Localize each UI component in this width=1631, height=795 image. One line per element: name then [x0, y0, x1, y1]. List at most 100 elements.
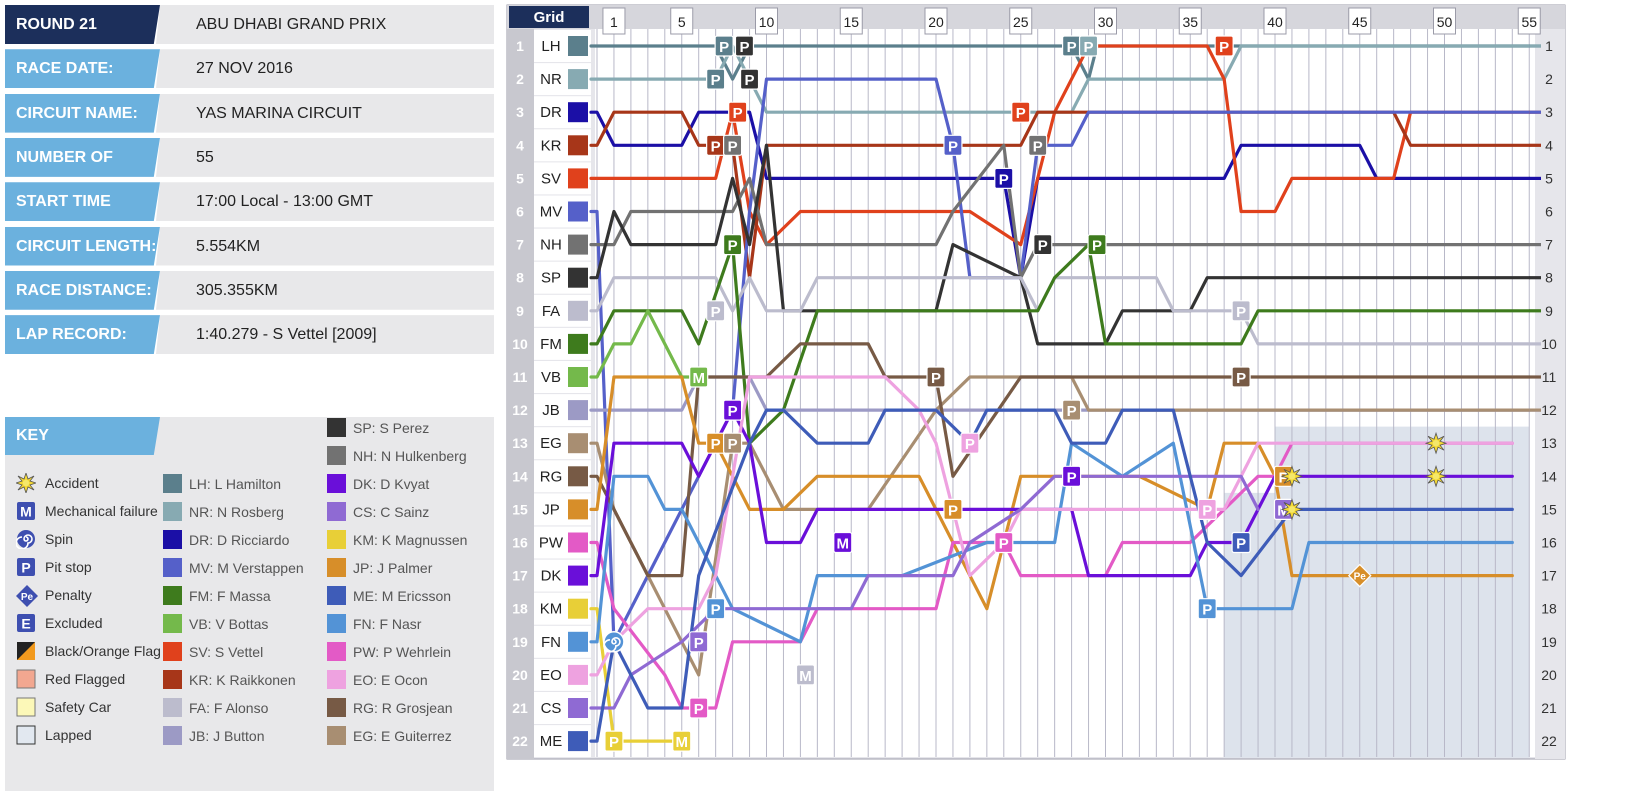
grid-driver-code: ME — [540, 733, 563, 750]
grid-header — [509, 6, 589, 28]
grid-position-label: 11 — [513, 369, 528, 385]
series-line-km — [589, 607, 684, 743]
pit-stop-icon — [1231, 366, 1251, 388]
pit-stop-marker: P — [1214, 35, 1234, 57]
info-row: YAS MARINA CIRCUIT CIRCUIT NAME: — [5, 93, 494, 133]
driver-swatch — [327, 726, 346, 745]
series-line-sv — [589, 44, 1531, 247]
driver-key-label: SV: S Vettel — [189, 644, 264, 660]
driver-swatch — [163, 502, 182, 521]
lap-tick-label: 30 — [1098, 14, 1114, 30]
marker-glyph: P — [733, 105, 743, 122]
grid-driver-code: FA — [542, 303, 560, 320]
driver-swatch — [327, 446, 346, 465]
info-label: CIRCUIT LENGTH: — [5, 226, 160, 266]
key-label: Pit stop — [45, 559, 92, 575]
mechanical-failure-icon — [672, 730, 692, 752]
lap-tick-label: 35 — [1182, 14, 1198, 30]
key-label: Spin — [45, 531, 74, 547]
pit-stop-marker: P — [714, 35, 734, 57]
info-value: 17:00 Local - 13:00 GMT — [156, 182, 494, 222]
grid-position-label: 10 — [512, 336, 528, 352]
marker-glyph: P — [711, 138, 721, 155]
driver-key-label: FM: F Massa — [189, 588, 271, 604]
grid-position-label: 2 — [516, 71, 524, 87]
lap-tick-box — [670, 7, 694, 35]
excluded-icon: E — [16, 613, 36, 633]
svg-text:E: E — [21, 616, 30, 632]
pit-stop-icon — [739, 68, 760, 90]
svg-text:M: M — [20, 504, 32, 520]
lap-tick: 20 — [924, 7, 948, 35]
final-position-label: 2 — [1545, 71, 1553, 87]
mechanical-failure-icon — [795, 664, 816, 686]
driver-swatch — [327, 586, 346, 605]
series-line-cs — [589, 474, 1260, 710]
grid-driver-swatch — [568, 433, 588, 454]
grid-driver-code: DR — [540, 104, 562, 121]
grid-position-label: 19 — [512, 634, 528, 650]
grid-driver-code: MV — [540, 204, 563, 221]
pit-stop-marker: P — [722, 234, 743, 256]
marker-glyph: M — [799, 668, 812, 685]
info-label: CIRCUIT NAME: — [5, 93, 160, 133]
pit-stop-marker: P — [1011, 101, 1031, 123]
grid-driver-swatch — [568, 36, 588, 56]
pit-stop-marker: P — [706, 68, 726, 90]
mechanical-failure-marker: M — [795, 664, 816, 686]
grid-driver-code: JP — [542, 501, 560, 518]
pit-stop-marker: P — [1061, 35, 1082, 57]
pit-stop-icon — [960, 432, 980, 454]
marker-glyph: Pe — [1354, 572, 1367, 583]
accident-icon — [14, 471, 38, 495]
accident-core — [1288, 473, 1296, 480]
final-position-label: 7 — [1545, 237, 1553, 253]
pit-stop-icon — [926, 366, 946, 388]
pit-stop-icon — [1197, 598, 1217, 620]
grid-driver-code: JB — [542, 402, 560, 419]
driver-key-label: DR: D Ricciardo — [189, 532, 290, 548]
pit-stop-icon — [706, 598, 726, 620]
lap-tick-label: 25 — [1013, 14, 1029, 30]
pit-stop-marker: P — [722, 432, 743, 454]
marker-glyph: P — [948, 138, 958, 155]
driver-swatch — [327, 502, 346, 521]
series-line-nr — [589, 44, 1531, 114]
key-label: Red Flagged — [45, 671, 126, 687]
pit-stop-marker: P — [1231, 366, 1251, 388]
pit-stop-marker: P — [706, 134, 726, 156]
lap-tick-box — [1009, 7, 1033, 35]
accident-core — [1288, 506, 1296, 513]
series-line-vb — [589, 309, 701, 379]
grid-driver-code: KR — [541, 137, 562, 154]
pit-stop-icon — [728, 101, 748, 123]
lap-tick: 1 — [602, 7, 626, 35]
pit-stop-marker: P — [926, 366, 946, 388]
final-position-label: 5 — [1545, 170, 1553, 186]
grid-driver-code: EO — [540, 667, 562, 684]
marker-glyph: P — [999, 536, 1009, 553]
info-row: 17:00 Local - 13:00 GMT START TIME — [5, 182, 494, 222]
series-line-fa — [589, 276, 1531, 346]
grid-driver-swatch — [568, 400, 588, 421]
marker-glyph: P — [1067, 39, 1077, 56]
pit-stop-marker: P — [604, 730, 624, 752]
pit-stop-icon — [1078, 35, 1099, 57]
driver-key-label: KM: K Magnussen — [353, 532, 468, 548]
driver-key-label: CS: C Sainz — [353, 504, 430, 520]
grid-position-label: 13 — [512, 435, 528, 451]
lap-tick-box — [1263, 7, 1287, 35]
lap-tick-box — [755, 7, 778, 35]
marker-glyph: P — [728, 238, 738, 255]
final-position-label: 13 — [1541, 435, 1557, 451]
accident-core — [1432, 473, 1440, 480]
accident-marker — [1424, 431, 1448, 455]
grid-driver-swatch — [568, 201, 588, 222]
grid-driver-swatch — [568, 698, 588, 718]
grid-position-label: 17 — [512, 568, 528, 584]
lap-tick-label: 5 — [678, 14, 686, 30]
pit-stop-marker: P — [706, 432, 726, 454]
marker-glyph: P — [711, 436, 721, 453]
marker-glyph: P — [711, 72, 721, 89]
